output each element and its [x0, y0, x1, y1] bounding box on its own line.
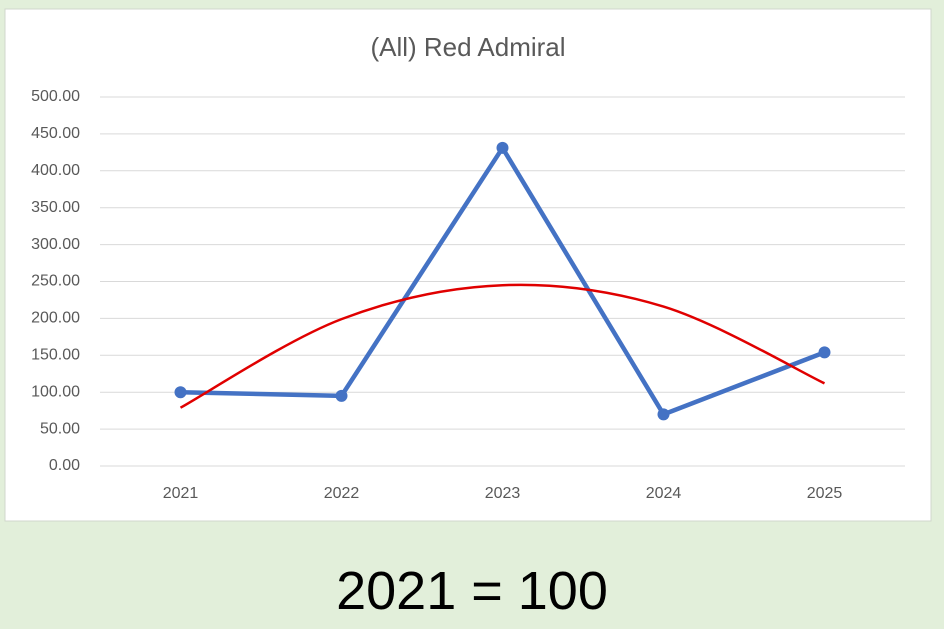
x-tick-label: 2023 [485, 485, 521, 502]
x-tick-label: 2022 [324, 485, 360, 502]
chart: (All) Red Admiral 0.00 50.00 100.00 150.00 2… [4, 8, 932, 522]
y-tick-label: 0.00 [49, 457, 80, 474]
point [818, 346, 831, 359]
y-tick-label: 300.00 [31, 236, 80, 253]
y-tick-label: 50.00 [40, 420, 80, 437]
y-tick-label: 100.00 [31, 383, 80, 400]
x-tick-label: 2024 [646, 485, 682, 502]
point [496, 141, 509, 154]
y-tick-label: 350.00 [31, 199, 80, 216]
y-tick-label: 250.00 [31, 273, 80, 290]
y-tick-label: 200.00 [31, 310, 80, 327]
y-tick-label: 450.00 [31, 125, 80, 142]
y-tick-label: 150.00 [31, 347, 80, 364]
chart-title: (All) Red Admiral [370, 32, 565, 62]
y-tick-label: 400.00 [31, 162, 80, 179]
chart-area [4, 8, 932, 522]
x-tick-label: 2021 [163, 485, 199, 502]
point [657, 408, 670, 421]
point [174, 386, 187, 399]
caption: 2021 = 100 [336, 561, 608, 621]
trend-line [179, 283, 826, 409]
x-tick-label: 2025 [807, 485, 843, 502]
y-tick-label: 500.00 [31, 88, 80, 105]
point [335, 389, 348, 402]
